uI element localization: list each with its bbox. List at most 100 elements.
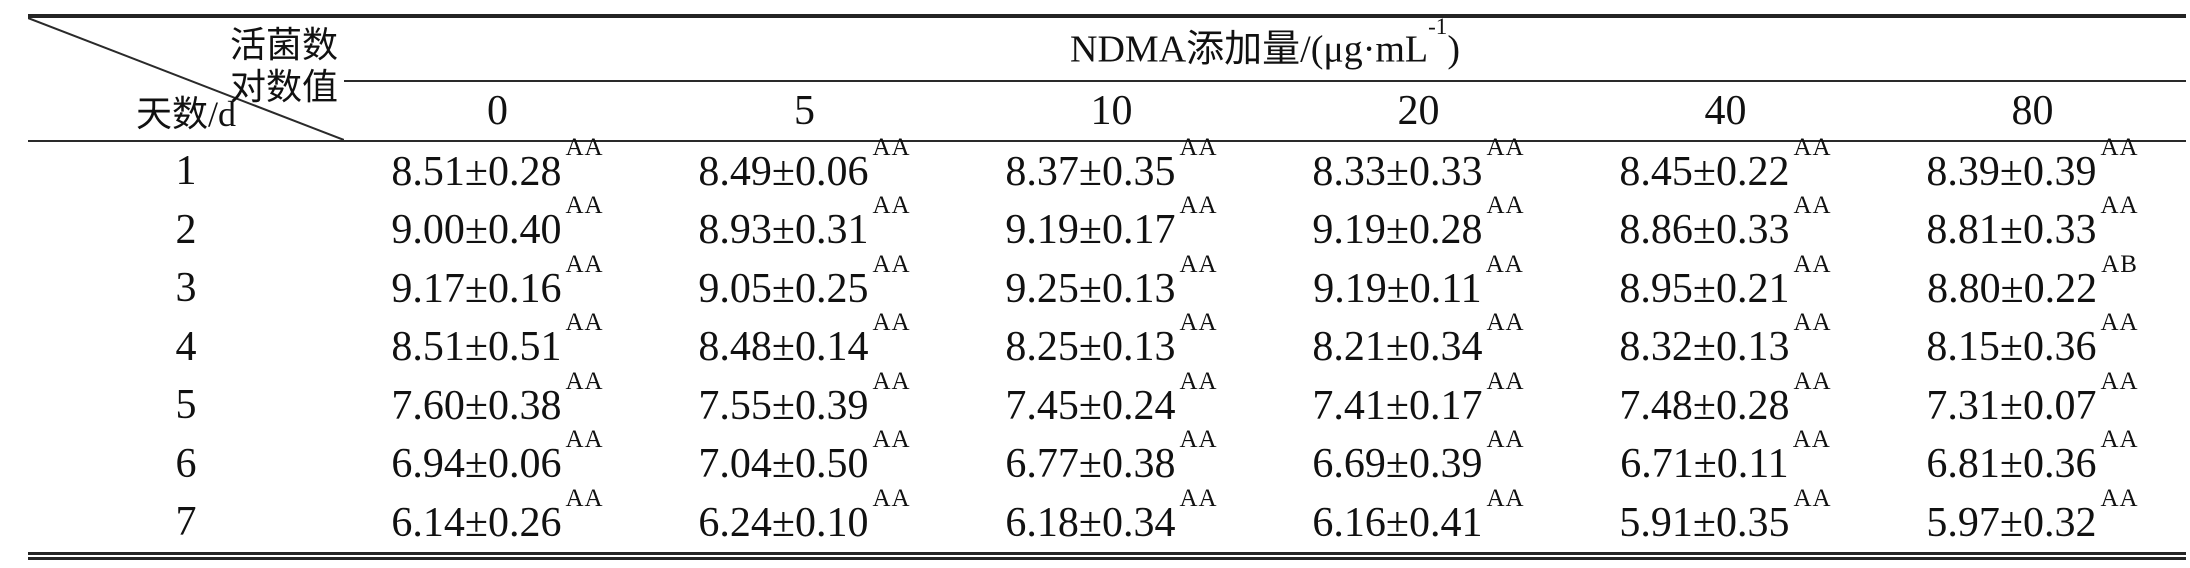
table-body: 1 8.51±0.28AA 8.49±0.06AA 8.37±0.35AA 8.33±0… [28, 135, 2186, 560]
significance-superscript: AA [1179, 133, 1218, 161]
value-cell: 8.39±0.39AA [1879, 135, 2186, 201]
significance-superscript: AA [565, 367, 604, 395]
significance-superscript: AA [1793, 309, 1832, 337]
value-cell: 9.19±0.11AA [1265, 252, 1572, 318]
significance-superscript: AA [565, 192, 604, 220]
value-cell: 7.48±0.28AA [1572, 369, 1879, 435]
significance-superscript: AA [1486, 367, 1525, 395]
day-cell: 7 [28, 493, 344, 560]
mean-sd-value: 6.18±0.34 [1005, 499, 1176, 546]
corner-row-axis-label-line1: 活菌数 [229, 25, 338, 65]
value-cell: 9.25±0.13AA [958, 252, 1265, 318]
mean-sd-value: 8.15±0.36 [1926, 324, 2097, 371]
value-cell: 8.15±0.36AA [1879, 310, 2186, 377]
value-cell: 8.93±0.31AA [651, 193, 958, 260]
table-row-day-7: 7 6.14±0.26AA 6.24±0.10AA 6.18±0.34AA 6.16±0… [28, 486, 2186, 560]
corner-cell: 活菌数 对数值 天数/d [28, 16, 344, 142]
value-cell: 9.19±0.28AA [1265, 193, 1572, 260]
corner-col-axis-label: 天数/d [136, 94, 237, 134]
significance-superscript: AA [1793, 367, 1832, 395]
mean-sd-value: 6.77±0.38 [1005, 441, 1176, 488]
value-cell: 8.51±0.51AA [344, 310, 651, 377]
table-row-day-5: 5 7.60±0.38AA 7.55±0.39AA 7.45±0.24AA 7.41±0… [28, 369, 2186, 435]
value-cell: 8.21±0.34AA [1265, 310, 1572, 377]
mean-sd-value: 9.19±0.17 [1005, 207, 1176, 254]
day-cell: 5 [175, 382, 197, 429]
mean-sd-value: 9.19±0.11 [1313, 265, 1482, 312]
group-header-close-paren: ) [1447, 28, 1460, 71]
significance-superscript: AA [1179, 426, 1218, 454]
significance-superscript: AA [1486, 192, 1525, 220]
value-cell: 6.14±0.26AA [344, 486, 651, 560]
mean-sd-value: 8.81±0.33 [1926, 207, 2097, 254]
column-header-80: 80 [1879, 81, 2186, 142]
table-row-day-4: 4 8.51±0.51AA 8.48±0.14AA 8.25±0.13AA 8.21±0… [28, 310, 2186, 377]
mean-sd-value: 8.49±0.06 [698, 148, 869, 195]
significance-superscript: AA [1179, 309, 1218, 337]
mean-sd-value: 8.25±0.13 [1005, 324, 1176, 371]
significance-superscript: AA [2100, 484, 2139, 512]
significance-superscript: AA [1486, 426, 1525, 454]
corner-row-axis-label-line2: 对数值 [229, 67, 338, 108]
mean-sd-value: 7.04±0.50 [698, 441, 869, 488]
mean-sd-value: 8.80±0.22 [1927, 265, 2098, 312]
mean-sd-value: 9.05±0.25 [698, 265, 869, 312]
value-cell: 6.71±0.11AA [1572, 427, 1879, 494]
mean-sd-value: 8.51±0.51 [391, 324, 562, 371]
significance-superscript: AA [872, 192, 911, 220]
significance-superscript: AA [1793, 484, 1832, 512]
mean-sd-value: 5.91±0.35 [1619, 499, 1790, 546]
value-cell: 7.55±0.39AA [651, 369, 958, 435]
mean-sd-value: 6.69±0.39 [1312, 441, 1483, 488]
value-cell: 7.45±0.24AA [958, 369, 1265, 435]
mean-sd-value: 8.48±0.14 [698, 324, 869, 371]
mean-sd-value: 6.24±0.10 [698, 499, 869, 546]
significance-superscript: AA [872, 367, 911, 395]
significance-superscript: AA [1486, 484, 1525, 512]
mean-sd-value: 8.32±0.13 [1619, 324, 1790, 371]
significance-superscript: AA [1179, 484, 1218, 512]
mean-sd-value: 9.17±0.16 [391, 265, 562, 312]
significance-superscript: AA [872, 426, 911, 454]
value-cell: 9.05±0.25AA [651, 252, 958, 318]
value-cell: 8.86±0.33AA [1572, 193, 1879, 260]
value-cell: 8.48±0.14AA [651, 310, 958, 377]
significance-superscript: AA [2100, 309, 2139, 337]
mean-sd-value: 6.94±0.06 [391, 441, 562, 488]
significance-superscript: AA [1179, 367, 1218, 395]
value-cell: 8.37±0.35AA [958, 135, 1265, 201]
value-cell: 7.41±0.17AA [1265, 369, 1572, 435]
mean-sd-value: 7.55±0.39 [698, 382, 869, 429]
value-cell: 6.81±0.36AA [1879, 427, 2186, 494]
mean-sd-value: 9.00±0.40 [391, 207, 562, 254]
value-cell: 8.25±0.13AA [958, 310, 1265, 377]
significance-superscript: AA [565, 426, 604, 454]
value-cell: 6.16±0.41AA [1265, 486, 1572, 560]
column-header-10: 10 [958, 81, 1265, 142]
table-row-day-1: 1 8.51±0.28AA 8.49±0.06AA 8.37±0.35AA 8.33±0… [28, 135, 2186, 201]
mean-sd-value: 8.95±0.21 [1619, 265, 1790, 312]
value-cell: 9.17±0.16AA [344, 252, 651, 318]
group-header-row: 活菌数 对数值 天数/d NDMA添加量/(μg·mL-1) [28, 14, 2186, 142]
mean-sd-value: 8.37±0.35 [1005, 148, 1176, 195]
mean-sd-value: 8.45±0.22 [1619, 148, 1790, 195]
group-header-exponent: -1 [1428, 14, 1448, 40]
mean-sd-value: 7.45±0.24 [1005, 382, 1176, 429]
mean-sd-value: 7.60±0.38 [391, 382, 562, 429]
mean-sd-value: 6.14±0.26 [391, 499, 562, 546]
significance-superscript: AA [1792, 426, 1831, 454]
mean-sd-value: 7.31±0.07 [1926, 382, 2097, 429]
significance-superscript: AA [872, 309, 911, 337]
mean-sd-value: 8.51±0.28 [391, 148, 562, 195]
significance-superscript: AA [2100, 133, 2139, 161]
value-cell: 8.33±0.33AA [1265, 135, 1572, 201]
mean-sd-value: 6.81±0.36 [1926, 441, 2097, 488]
column-header-40: 40 [1572, 81, 1879, 142]
day-cell: 2 [175, 206, 197, 253]
significance-superscript: AA [565, 133, 604, 161]
ndma-viable-count-table: 活菌数 对数值 天数/d NDMA添加量/(μg·mL-1) 0 5 10 20 40 8… [28, 14, 2186, 560]
mean-sd-value: 8.33±0.33 [1312, 148, 1483, 195]
day-cell: 1 [175, 148, 197, 195]
significance-superscript: AA [1485, 250, 1524, 278]
